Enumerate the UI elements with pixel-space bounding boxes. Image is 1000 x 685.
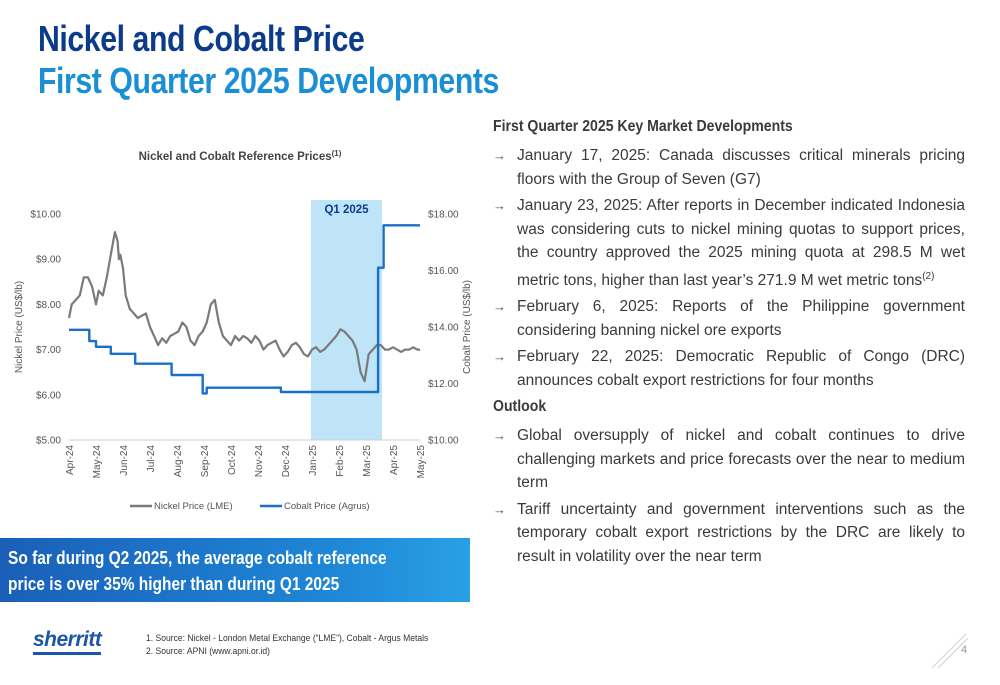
x-tick-label: Jul-24 — [146, 445, 157, 473]
outlook-bullet: → Tariff uncertainty and government inte… — [493, 498, 965, 569]
x-tick-label: Apr-24 — [65, 445, 76, 475]
x-tick-label: May-25 — [416, 445, 427, 479]
y-right-tick-label: $10.00 — [428, 436, 459, 447]
cobalt-price-line — [69, 224, 420, 395]
page-title: Nickel and Cobalt Price First Quarter 20… — [38, 18, 587, 102]
development-bullet: → February 6, 2025: Reports of the Phili… — [493, 295, 965, 342]
x-tick-label: Jun-24 — [119, 445, 130, 476]
arrow-icon: → — [493, 299, 506, 315]
highlight-label: Q1 2025 — [324, 204, 369, 216]
arrow-icon: → — [493, 428, 506, 444]
x-tick-label: Sep-24 — [200, 445, 211, 478]
footnote-1: 1. Source: Nickel - London Metal Exchang… — [146, 633, 429, 644]
y-right-tick-label: $18.00 — [428, 210, 459, 221]
footnote-2: 2. Source: APNI (www.apni.or.id) — [146, 646, 271, 657]
y-right-tick-label: $16.00 — [428, 266, 459, 277]
price-chart: Q1 2025 Nickel and Cobalt Reference Price… — [14, 149, 473, 512]
callout-line-2: price is over 35% higher than during Q1 … — [8, 574, 340, 594]
y-right-tick-label: $14.00 — [428, 323, 459, 334]
q1-highlight-band — [311, 200, 382, 440]
developments-heading: First Quarter 2025 Key Market Developmen… — [493, 118, 793, 135]
y-left-tick-label: $6.00 — [36, 390, 61, 401]
arrow-icon: → — [493, 198, 506, 213]
footnote-ref: (2) — [922, 270, 935, 282]
y-left-tick-label: $8.00 — [36, 300, 61, 311]
outlook-bullet: → Global oversupply of nickel and cobalt… — [493, 424, 965, 495]
chart-title: Nickel and Cobalt Reference Prices(1) — [139, 149, 342, 163]
y-left-tick-label: $7.00 — [36, 345, 61, 356]
outlook-text: Tariff uncertainty and government interv… — [517, 500, 965, 565]
developments-panel: First Quarter 2025 Key Market Developmen… — [493, 118, 965, 571]
legend-label-cobalt: Cobalt Price (Agrus) — [284, 501, 370, 512]
callout-banner: So far during Q2 2025, the average cobal… — [0, 538, 470, 602]
x-tick-label: Apr-25 — [389, 445, 400, 475]
y-right-tick-label: $12.00 — [428, 379, 459, 390]
y-left-tick-label: $9.00 — [36, 255, 61, 266]
x-tick-label: Jan-25 — [308, 445, 319, 476]
x-tick-label: Nov-24 — [254, 445, 265, 478]
title-line-1: Nickel and Cobalt Price — [38, 18, 365, 59]
y-right-axis-title: Cobalt Price (US$/lb) — [462, 280, 473, 374]
title-line-2: First Quarter 2025 Developments — [38, 60, 499, 101]
development-bullet: → February 22, 2025: Democratic Republic… — [493, 345, 965, 392]
development-text: January 23, 2025: After reports in Decem… — [517, 197, 965, 289]
outlook-heading: Outlook — [493, 398, 547, 416]
footnotes: 1. Source: Nickel - London Metal Exchang… — [146, 632, 460, 658]
y-left-axis-title: Nickel Price (US$/lb) — [14, 281, 25, 373]
page-number: 4 — [961, 644, 968, 656]
arrow-icon: → — [493, 148, 506, 163]
y-left-tick-label: $10.00 — [30, 210, 61, 221]
logo-underline — [33, 652, 101, 655]
development-text: January 17, 2025: Canada discusses criti… — [517, 147, 965, 188]
development-bullet: → January 23, 2025: After reports in Dec… — [493, 194, 965, 292]
nickel-price-line — [67, 230, 420, 383]
sherritt-logo: sherritt — [33, 628, 102, 651]
chart-title-footnote-ref: (1) — [332, 149, 342, 158]
decorative-slash-icon — [931, 633, 969, 669]
development-text: February 22, 2025: Democratic Republic o… — [517, 348, 965, 389]
x-tick-label: Dec-24 — [281, 445, 292, 478]
x-tick-label: Oct-24 — [227, 445, 238, 475]
callout-line-1: So far during Q2 2025, the average cobal… — [8, 548, 387, 568]
x-tick-label: Mar-25 — [362, 445, 373, 477]
legend-label-nickel: Nickel Price (LME) — [154, 501, 233, 512]
x-tick-label: May-24 — [92, 445, 103, 479]
arrow-icon: → — [493, 349, 506, 365]
development-text: February 6, 2025: Reports of the Philipp… — [517, 298, 965, 339]
outlook-text: Global oversupply of nickel and cobalt c… — [517, 427, 965, 492]
development-bullet: → January 17, 2025: Canada discusses cri… — [493, 144, 965, 191]
arrow-icon: → — [493, 501, 506, 517]
y-left-tick-label: $5.00 — [36, 436, 61, 447]
x-tick-label: Aug-24 — [173, 445, 184, 478]
x-tick-label: Feb-25 — [335, 445, 346, 477]
